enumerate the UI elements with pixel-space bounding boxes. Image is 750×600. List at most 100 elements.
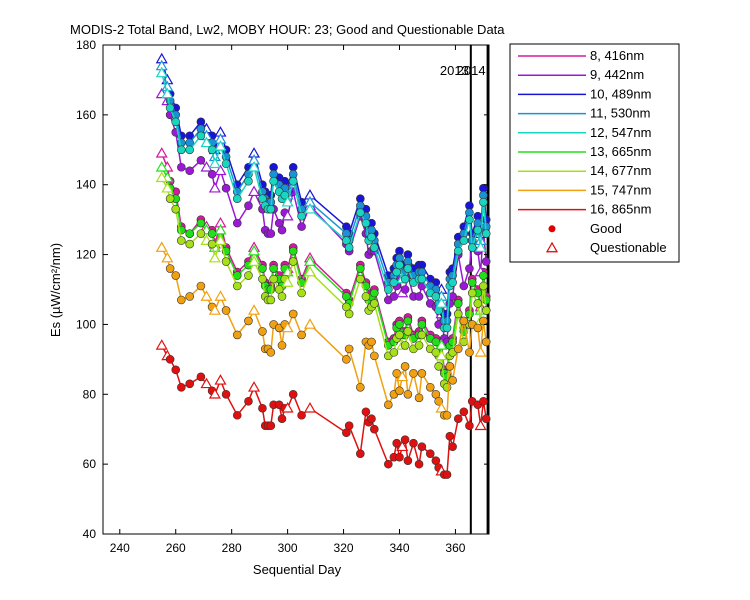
good-point — [395, 260, 404, 270]
good-point — [361, 292, 371, 301]
legend-label: 8, 416nm — [590, 48, 644, 63]
good-point — [417, 369, 427, 378]
legend-good-marker — [548, 225, 556, 233]
good-point — [395, 386, 404, 396]
series-layer — [155, 52, 491, 479]
legend-questionable-marker — [545, 241, 559, 253]
good-point — [288, 309, 298, 319]
good-point — [277, 341, 287, 350]
good-point — [297, 330, 306, 340]
y-tick-label: 80 — [83, 387, 97, 401]
good-point — [196, 229, 206, 238]
good-point — [356, 264, 365, 273]
good-point — [481, 414, 491, 424]
good-point — [417, 274, 427, 284]
good-point — [370, 288, 379, 298]
good-point — [232, 281, 242, 291]
legend: 8, 416nm 9, 442nm 10, 489nm 11, 530nm 12, 54… — [509, 43, 680, 263]
good-point — [473, 225, 483, 235]
good-point — [442, 470, 452, 479]
good-point — [207, 169, 217, 179]
questionable-point — [155, 66, 168, 78]
plot-frame — [102, 44, 490, 535]
good-point — [277, 292, 287, 301]
good-point — [417, 330, 427, 340]
good-point — [258, 327, 267, 336]
good-point — [479, 271, 488, 280]
good-point — [384, 400, 393, 410]
good-point — [165, 194, 175, 203]
questionable-point — [435, 297, 448, 308]
good-point — [269, 176, 278, 186]
questionable-point — [200, 290, 213, 301]
good-point — [453, 414, 463, 424]
year-label: 2014 — [457, 63, 486, 78]
legend-frame — [509, 43, 680, 263]
good-point — [221, 257, 231, 266]
good-point — [481, 306, 491, 315]
questionable-point — [281, 402, 294, 413]
good-point — [481, 229, 491, 238]
good-point — [361, 218, 371, 228]
questionable-point — [155, 171, 168, 183]
good-point — [389, 348, 399, 357]
chart-title: MODIS-2 Total Band, Lw2, MOBY HOUR: 23; … — [70, 22, 505, 37]
good-point — [448, 278, 457, 287]
good-point — [367, 337, 376, 347]
good-point — [196, 155, 206, 165]
good-point — [370, 299, 379, 308]
good-point — [367, 414, 376, 424]
questionable-point — [200, 136, 213, 148]
good-point — [467, 278, 477, 287]
good-point — [481, 295, 491, 305]
legend-label: 15, 747nm — [590, 182, 651, 197]
series-16-865nm — [155, 339, 491, 479]
good-point — [165, 264, 175, 273]
good-point — [244, 176, 253, 186]
good-point — [344, 344, 354, 354]
questionable-point — [208, 181, 221, 193]
good-point — [395, 330, 404, 340]
good-point — [389, 292, 399, 301]
good-point — [465, 215, 474, 224]
good-point — [414, 459, 424, 469]
plot-area — [102, 44, 490, 535]
good-point — [409, 369, 418, 378]
good-point — [459, 281, 469, 291]
y-tick-label: 40 — [83, 527, 97, 541]
axes-layer: 240 260 280 300 320 340 360 40 60 80 100 120 140 160 1… — [76, 38, 489, 555]
good-point — [425, 382, 435, 392]
good-point — [409, 438, 418, 448]
good-point — [400, 435, 410, 444]
good-point — [266, 229, 276, 238]
good-point — [196, 372, 206, 382]
good-point — [232, 410, 242, 420]
good-point — [344, 243, 354, 252]
good-point — [389, 278, 399, 287]
good-point — [370, 243, 379, 252]
questionable-point — [396, 440, 409, 452]
good-point — [165, 103, 175, 113]
questionable-point — [208, 251, 221, 263]
y-tick-label: 140 — [76, 178, 96, 192]
questionable-point — [208, 157, 221, 169]
good-point — [370, 424, 379, 434]
good-point — [207, 145, 217, 155]
good-point — [232, 330, 242, 340]
good-point — [221, 159, 231, 169]
good-point — [481, 257, 491, 266]
good-point — [445, 362, 455, 371]
questionable-point — [281, 195, 294, 207]
legend-label: 9, 442nm — [590, 67, 644, 82]
questionable-point — [161, 87, 174, 99]
x-tick-label: 280 — [222, 541, 242, 555]
good-point — [288, 257, 298, 266]
questionable-point — [303, 265, 317, 277]
good-point — [367, 232, 376, 242]
questionable-point — [155, 339, 168, 350]
good-point — [232, 218, 242, 228]
good-point — [196, 281, 206, 291]
good-point — [473, 323, 483, 333]
questionable-point — [281, 276, 294, 287]
